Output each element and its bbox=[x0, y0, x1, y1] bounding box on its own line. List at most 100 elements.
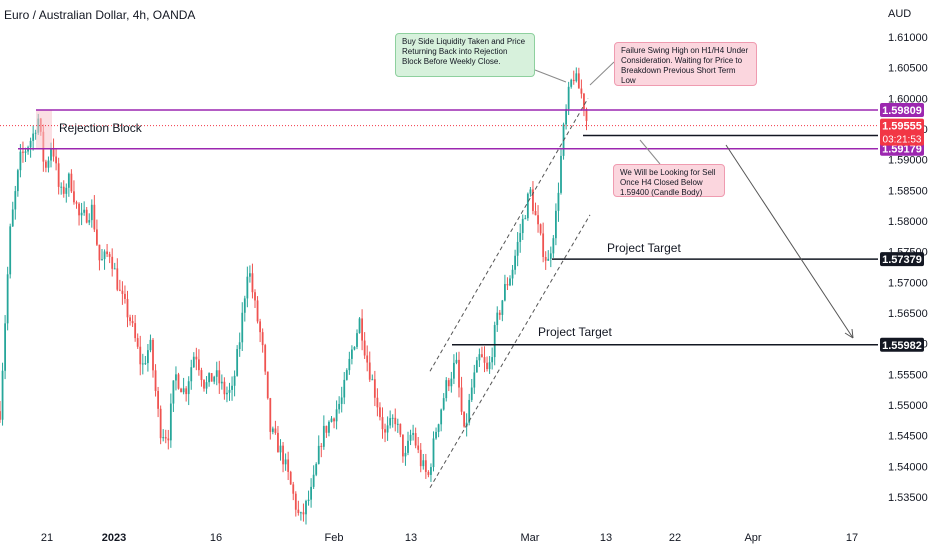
candle-body bbox=[386, 425, 389, 433]
candle bbox=[159, 405, 162, 445]
candle-body bbox=[157, 390, 159, 409]
candle-body bbox=[50, 148, 52, 161]
price-tick-label: 1.58000 bbox=[888, 216, 928, 228]
candle bbox=[580, 79, 583, 99]
candle bbox=[557, 182, 560, 222]
candle bbox=[292, 481, 295, 501]
candle bbox=[534, 202, 537, 216]
candle bbox=[493, 321, 496, 366]
candle-body bbox=[486, 362, 488, 370]
candle bbox=[47, 156, 50, 173]
rejection-block-top-tag-label: 1.59809 bbox=[882, 105, 922, 117]
candle bbox=[305, 499, 307, 525]
candle bbox=[167, 429, 170, 450]
candle bbox=[368, 351, 371, 382]
candle bbox=[264, 343, 267, 375]
candle bbox=[445, 377, 448, 402]
candle-body bbox=[455, 359, 458, 363]
candle bbox=[149, 334, 152, 353]
candle bbox=[233, 370, 236, 397]
candle bbox=[516, 232, 519, 267]
candle-body bbox=[271, 428, 274, 432]
candle bbox=[532, 181, 534, 215]
candle bbox=[121, 281, 124, 305]
candle-body bbox=[473, 372, 476, 388]
chart-title: Euro / Australian Dollar, 4h, OANDA bbox=[4, 8, 196, 22]
candle bbox=[394, 408, 397, 432]
candle bbox=[62, 180, 65, 198]
candle bbox=[396, 418, 399, 433]
candle-body bbox=[521, 218, 524, 234]
project-target-2-label: Project Target bbox=[538, 325, 612, 339]
candle bbox=[358, 317, 361, 334]
candle bbox=[460, 376, 463, 415]
candle-body bbox=[363, 340, 366, 356]
candle bbox=[108, 251, 111, 264]
candle bbox=[218, 360, 221, 394]
candle-body bbox=[407, 440, 409, 453]
candle bbox=[447, 377, 450, 392]
candle-body bbox=[351, 349, 353, 359]
candle bbox=[356, 329, 358, 350]
current-price-tag-label: 1.59555 bbox=[882, 121, 922, 133]
candle bbox=[526, 192, 529, 221]
candle bbox=[187, 376, 190, 406]
candle bbox=[412, 424, 414, 441]
candle bbox=[570, 78, 573, 89]
candle bbox=[241, 302, 244, 351]
candle-body bbox=[583, 93, 585, 110]
candle-body bbox=[243, 298, 246, 313]
candle-body bbox=[269, 398, 272, 432]
candle-body bbox=[241, 312, 244, 343]
candle bbox=[366, 345, 369, 372]
candle-body bbox=[560, 155, 562, 193]
time-tick-label: 13 bbox=[600, 532, 612, 544]
candle-body bbox=[147, 350, 149, 364]
candle bbox=[98, 244, 101, 271]
candle-body bbox=[190, 367, 193, 382]
candle-body bbox=[289, 471, 292, 485]
rejection-block-top-tag bbox=[880, 103, 924, 118]
candle bbox=[521, 214, 524, 240]
callout-liquidity[interactable]: Buy Side Liquidity Taken and Price Retur… bbox=[395, 33, 535, 77]
candle bbox=[284, 453, 287, 471]
candle-body bbox=[504, 284, 506, 301]
candle-body bbox=[514, 255, 516, 270]
candle-body bbox=[134, 323, 137, 339]
candle-body bbox=[279, 445, 282, 453]
candle-body bbox=[223, 381, 226, 395]
callout-sell-condition[interactable]: We Will be Looking for Sell Once H4 Clos… bbox=[613, 164, 725, 197]
candle bbox=[34, 129, 37, 140]
candle bbox=[450, 371, 453, 393]
candle-body bbox=[144, 363, 147, 365]
candle bbox=[226, 386, 228, 403]
candle bbox=[57, 157, 60, 195]
candle-body bbox=[376, 397, 379, 408]
candle bbox=[294, 491, 297, 517]
candle bbox=[282, 441, 284, 473]
candle bbox=[302, 503, 305, 522]
candle bbox=[157, 386, 159, 418]
candle-body bbox=[141, 363, 144, 365]
candle bbox=[348, 351, 351, 375]
candle bbox=[427, 470, 430, 478]
candle-body bbox=[55, 156, 57, 164]
candle bbox=[185, 386, 188, 402]
price-tick-label: 1.58500 bbox=[888, 185, 928, 197]
candle-body bbox=[149, 339, 152, 351]
candle-body bbox=[108, 254, 111, 257]
candle bbox=[32, 125, 35, 151]
candle bbox=[407, 431, 409, 456]
callout-failure-swing[interactable]: Failure Swing High on H1/H4 Under Consid… bbox=[614, 42, 757, 86]
candle bbox=[289, 470, 292, 485]
candle-body bbox=[409, 434, 412, 441]
candle bbox=[279, 439, 282, 461]
candle-body bbox=[432, 438, 435, 468]
time-tick-label: Apr bbox=[744, 532, 761, 544]
price-level-tags: 1.598091.591791.593941.573791.559821.595… bbox=[880, 103, 924, 352]
candle bbox=[256, 296, 259, 324]
candle-body bbox=[305, 500, 307, 515]
candle bbox=[315, 462, 318, 477]
candle bbox=[259, 318, 261, 343]
